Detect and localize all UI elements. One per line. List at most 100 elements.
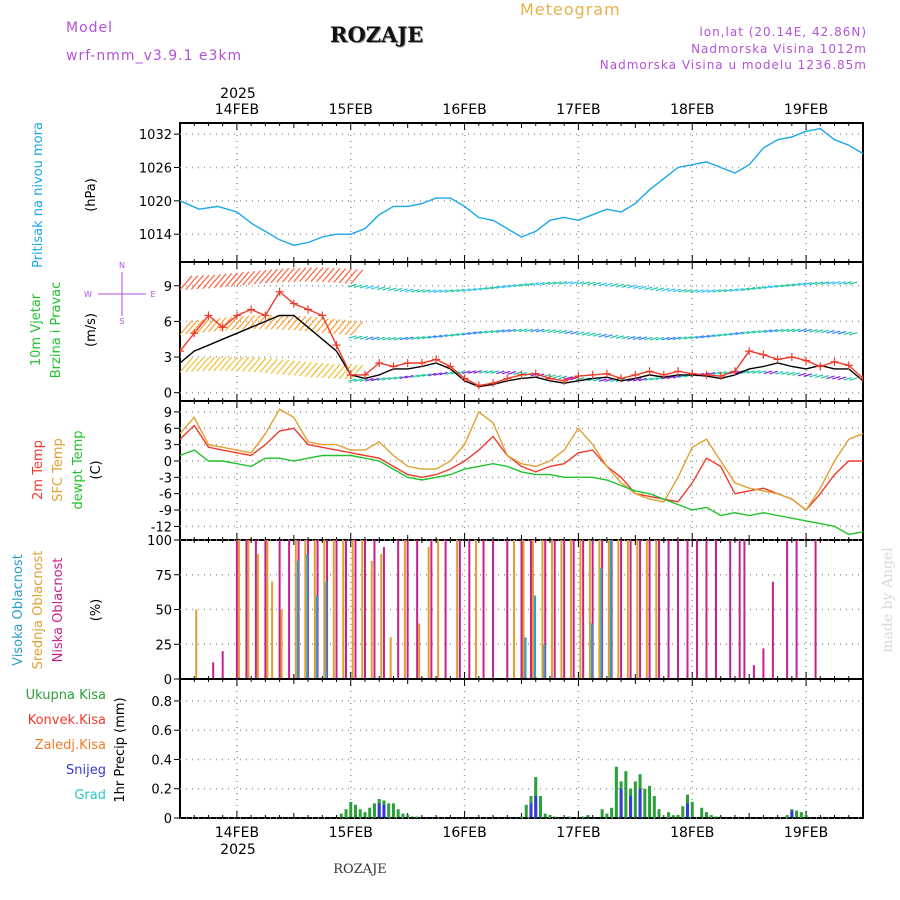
wind-arrow [786, 328, 795, 333]
wind-arrow [348, 378, 357, 383]
wind-plot-area [180, 267, 863, 390]
wind-arrow [316, 363, 330, 379]
wind-gust-marker [574, 372, 583, 381]
wind-arrow [684, 289, 693, 293]
wind-arrow [507, 284, 516, 288]
wind-gust-marker [773, 355, 782, 364]
precip-bar [638, 788, 642, 818]
bottom-day-label: 18FEB [670, 825, 714, 841]
wind-arrow [382, 376, 391, 381]
clouds-bar [658, 540, 661, 679]
wind-gust-marker [816, 362, 825, 371]
wind-tick-label: 0 [164, 387, 172, 402]
clouds-bar [271, 581, 274, 679]
wind-arrow [353, 378, 363, 382]
wind-arrow [519, 283, 528, 287]
wind-arrow [632, 336, 642, 340]
wind-arrow [541, 281, 551, 286]
clouds-bar [475, 540, 478, 679]
wind-arrow [333, 364, 347, 380]
wind-gust-marker [588, 370, 597, 379]
wind-arrow [763, 285, 773, 289]
wind-arrow [547, 281, 556, 285]
wind-arrow [593, 281, 602, 286]
wind-arrow [786, 371, 795, 376]
wind-arrow [814, 329, 824, 333]
wind-arrow [655, 287, 664, 292]
wind-arrow [281, 267, 295, 283]
temp-label-dewp: dewpt Temp [71, 430, 86, 509]
precip-label-hail: Grad [74, 788, 106, 803]
pressure-tick-label: 1014 [139, 228, 172, 243]
temperature-tick-label: -12 [151, 520, 172, 535]
precip-plot-area [180, 766, 863, 818]
wind-arrow [775, 284, 784, 288]
wind-arrow [196, 356, 210, 372]
wind-arrow [775, 371, 784, 375]
wind-gust-marker [745, 347, 754, 356]
wind-arrow [501, 370, 511, 375]
wind-gust-marker [617, 374, 626, 383]
wind-arrow [490, 329, 499, 334]
wind-gust-marker [659, 370, 668, 379]
clouds-bar [729, 540, 732, 679]
wind-arrow [333, 268, 347, 283]
wind-arrow [672, 288, 682, 293]
clouds-bar [520, 540, 523, 679]
wind-gust-marker [759, 350, 768, 359]
wind-gust-marker [446, 362, 455, 371]
clouds-bar [582, 540, 585, 679]
temperature-tick-label: -3 [159, 471, 172, 486]
wind-arrow [433, 334, 442, 339]
precip-bar [406, 815, 410, 818]
wind-arrow [439, 371, 448, 376]
precip-bar [667, 812, 671, 818]
wind-arrow [365, 336, 374, 340]
precip-bar [353, 804, 357, 818]
compass-n: N [119, 261, 125, 270]
wind-arrow [365, 285, 374, 290]
wind-arrow [666, 288, 676, 292]
wind-arrow [826, 375, 835, 380]
wind-arrow [310, 317, 324, 333]
wind-arrow [467, 331, 477, 336]
wind-arrow [752, 370, 761, 374]
wind-arrow [530, 328, 539, 333]
wind-arrow [180, 275, 193, 291]
clouds-bar [245, 540, 248, 679]
clouds-bar [771, 581, 774, 679]
precip-bar [624, 771, 628, 818]
precip-label-frz: Zaledj.Kisa [35, 738, 106, 753]
clouds-bar [529, 540, 532, 679]
clouds-bar [345, 540, 348, 679]
wind-arrow [293, 267, 307, 283]
wind-gust-marker [830, 357, 839, 366]
wind-arrow [376, 336, 386, 341]
precip-panel: 0 0.2 0.4 0.6 0.8 [151, 678, 864, 827]
wind-arrow [758, 329, 767, 334]
precip-bar [349, 801, 353, 818]
wind-arrow [501, 328, 511, 333]
wind-arrow [763, 329, 773, 333]
wind-arrow [416, 289, 425, 293]
wind-arrow [661, 336, 670, 341]
precip-unit: 1hr Precip (mm) [113, 697, 128, 802]
clouds-bar [743, 540, 746, 679]
wind-arrow [242, 356, 256, 372]
wind-arrow [321, 267, 335, 283]
precip-tick-label: 0 [164, 812, 172, 827]
precip-bar [401, 813, 405, 818]
precip-bar [614, 766, 618, 818]
compass-icon: N E W S [84, 261, 155, 326]
wind-arrow [684, 335, 693, 340]
wind-gust-marker [375, 358, 384, 367]
clouds-bar [591, 540, 594, 679]
wind-arrow [445, 333, 454, 338]
cloud-label-mid: Srednja Oblacnost [31, 551, 46, 670]
wind-arrow [644, 286, 653, 291]
clouds-bar [332, 540, 335, 679]
wind-arrow [299, 361, 312, 377]
wind-arrow [230, 356, 244, 372]
wind-arrow [344, 320, 358, 336]
top-day-label: 15FEB [329, 102, 373, 118]
